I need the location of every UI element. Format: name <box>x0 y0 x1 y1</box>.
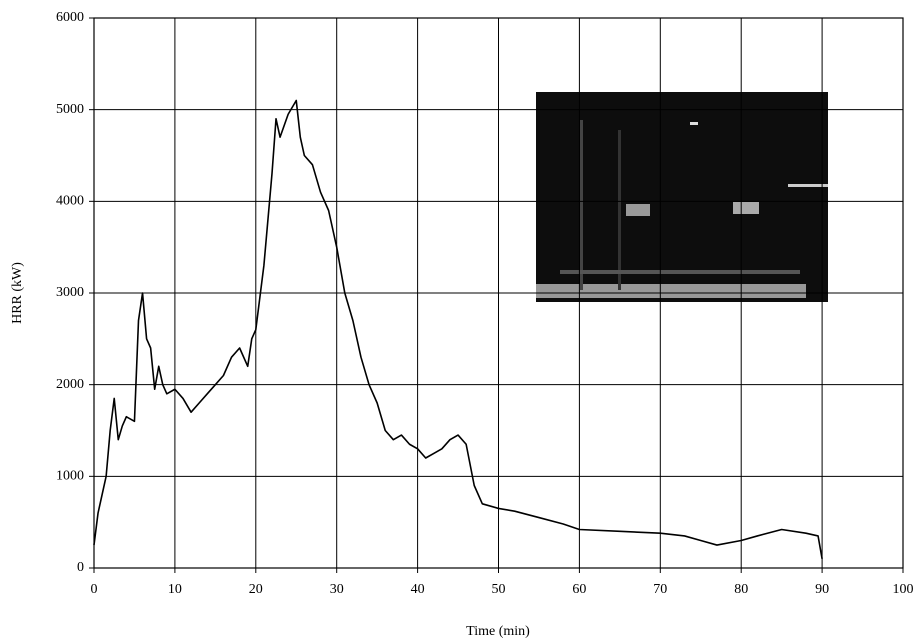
y-tick-label: 4000 <box>56 194 84 209</box>
x-tick-label: 10 <box>168 582 182 597</box>
y-tick-label: 2000 <box>56 377 84 392</box>
x-tick-label: 30 <box>330 582 344 597</box>
y-tick-label: 3000 <box>56 285 84 300</box>
x-tick-label: 70 <box>653 582 667 597</box>
hrr-line <box>93 99 823 559</box>
x-axis-label: Time (min) <box>466 624 530 639</box>
x-tick-label: 60 <box>572 582 586 597</box>
x-tick-label: 40 <box>411 582 425 597</box>
x-tick-label: 0 <box>91 582 98 597</box>
y-tick-label: 0 <box>77 560 84 575</box>
y-tick-label: 5000 <box>56 102 84 117</box>
y-tick-label: 6000 <box>56 10 84 25</box>
y-axis-label: HRR (kW) <box>10 262 25 324</box>
x-tick-label: 100 <box>893 582 914 597</box>
x-tick-label: 50 <box>492 582 506 597</box>
inset-photo <box>536 92 828 302</box>
y-tick-label: 1000 <box>56 469 84 484</box>
x-tick-label: 80 <box>734 582 748 597</box>
x-tick-label: 90 <box>815 582 829 597</box>
x-tick-label: 20 <box>249 582 263 597</box>
